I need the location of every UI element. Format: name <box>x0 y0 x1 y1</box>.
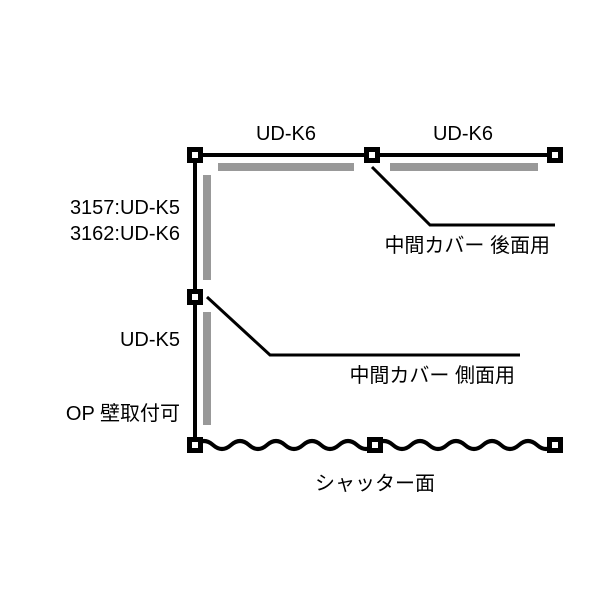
label-left_spec1: 3157:UD-K5 <box>70 197 180 219</box>
label-shutter: シャッター面 <box>315 472 435 495</box>
junction-bottom-mid-hole <box>372 442 378 448</box>
label-op_wall: OP 壁取付可 <box>66 402 180 425</box>
label-top_seg2: UD-K6 <box>433 123 493 145</box>
leader-lines-group <box>207 167 555 355</box>
labels-group: UD-K6 UD-K6 3157:UD-K5 3162:UD-K6 UD-K5 OP 壁取… <box>66 123 550 495</box>
leader-side-cover <box>207 297 520 355</box>
junction-boxes-group <box>187 147 563 453</box>
label-left_spec2: 3162:UD-K6 <box>70 223 180 245</box>
junction-bottom-right-hole <box>552 442 558 448</box>
leader-rear-cover <box>372 167 555 225</box>
label-rear_cover: 中間カバー 後面用 <box>384 234 550 257</box>
junction-top-left-hole <box>192 152 198 158</box>
label-side_cover: 中間カバー 側面用 <box>349 364 515 387</box>
label-top_seg1: UD-K6 <box>256 123 316 145</box>
junction-left-mid-hole <box>192 294 198 300</box>
frame-lines-group <box>195 155 555 445</box>
label-left_seg2: UD-K5 <box>120 329 180 351</box>
structure-diagram: UD-K6 UD-K6 3157:UD-K5 3162:UD-K6 UD-K5 OP 壁取… <box>0 0 600 600</box>
junction-top-right-hole <box>552 152 558 158</box>
junction-bottom-left-hole <box>192 442 198 448</box>
junction-top-mid-hole <box>369 152 375 158</box>
